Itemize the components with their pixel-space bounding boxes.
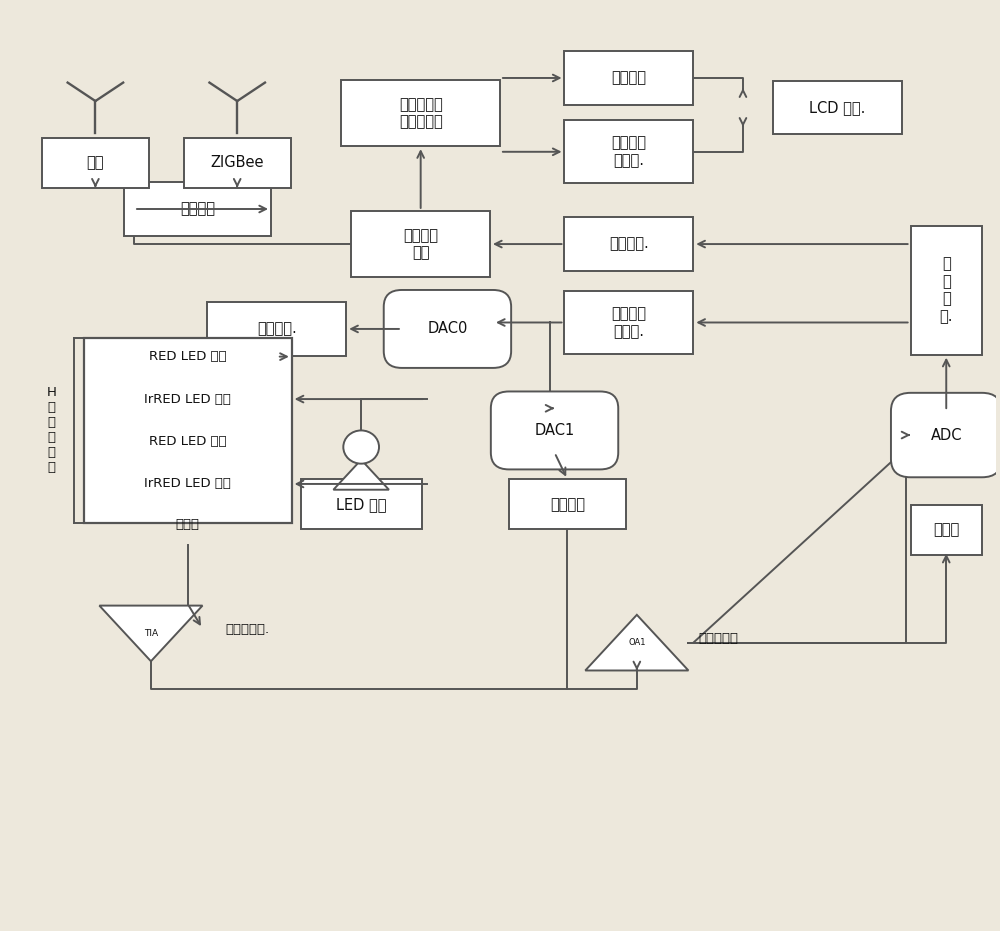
Text: 多路开关.: 多路开关. (257, 321, 297, 336)
Text: 心率计算: 心率计算 (611, 71, 646, 86)
Text: IrRED LED 开关: IrRED LED 开关 (144, 478, 231, 491)
Text: 亮度自适
应调节.: 亮度自适 应调节. (611, 306, 646, 339)
Text: 多
路
开
关.: 多 路 开 关. (940, 257, 953, 324)
Text: OA1: OA1 (628, 638, 646, 647)
Text: 多路开: 多路开 (933, 522, 959, 537)
FancyBboxPatch shape (124, 182, 271, 236)
Text: 多路开关: 多路开关 (180, 201, 215, 217)
Text: 直流追踪
滤波: 直流追踪 滤波 (403, 228, 438, 261)
Text: 血氧饱和
度计算.: 血氧饱和 度计算. (611, 136, 646, 168)
Text: 低通滤波.: 低通滤波. (609, 236, 649, 251)
Polygon shape (99, 605, 202, 661)
FancyBboxPatch shape (891, 393, 1000, 478)
Text: 伪模拟地: 伪模拟地 (550, 497, 585, 512)
FancyBboxPatch shape (84, 338, 292, 522)
Text: RED LED 开关: RED LED 开关 (149, 435, 226, 448)
Text: 光电管: 光电管 (176, 518, 200, 531)
Text: TIA: TIA (144, 629, 158, 638)
FancyBboxPatch shape (911, 505, 982, 556)
FancyBboxPatch shape (491, 391, 618, 469)
Text: LED 选择: LED 选择 (336, 497, 386, 512)
Text: DAC0: DAC0 (427, 321, 468, 336)
FancyBboxPatch shape (351, 210, 490, 277)
Text: ZIGBee: ZIGBee (210, 155, 264, 170)
Text: 窗口滑动法
检测峰峰值: 窗口滑动法 检测峰峰值 (399, 97, 443, 129)
Text: RED LED 亮度: RED LED 亮度 (149, 350, 226, 363)
FancyBboxPatch shape (911, 225, 982, 355)
FancyBboxPatch shape (564, 291, 693, 354)
FancyBboxPatch shape (341, 80, 500, 146)
FancyBboxPatch shape (564, 51, 693, 104)
FancyBboxPatch shape (301, 479, 422, 529)
FancyBboxPatch shape (184, 138, 291, 188)
Text: ADC: ADC (930, 427, 962, 442)
FancyBboxPatch shape (42, 138, 149, 188)
Text: IrRED LED 亮度: IrRED LED 亮度 (144, 393, 231, 406)
FancyBboxPatch shape (509, 479, 626, 529)
Text: 蓝牙: 蓝牙 (87, 155, 104, 170)
Text: LCD 显示.: LCD 显示. (809, 100, 865, 115)
Circle shape (343, 430, 379, 464)
Text: DAC1: DAC1 (534, 423, 575, 438)
Text: H
桥
驱
动
电
路: H 桥 驱 动 电 路 (47, 386, 57, 475)
Text: 差分放大器: 差分放大器 (698, 632, 738, 645)
FancyBboxPatch shape (564, 120, 693, 183)
Text: 跨阻放大器.: 跨阻放大器. (225, 623, 269, 636)
FancyBboxPatch shape (384, 290, 511, 368)
Polygon shape (333, 460, 389, 490)
FancyBboxPatch shape (564, 217, 693, 271)
FancyBboxPatch shape (207, 303, 346, 356)
Polygon shape (585, 614, 688, 670)
FancyBboxPatch shape (773, 81, 902, 134)
